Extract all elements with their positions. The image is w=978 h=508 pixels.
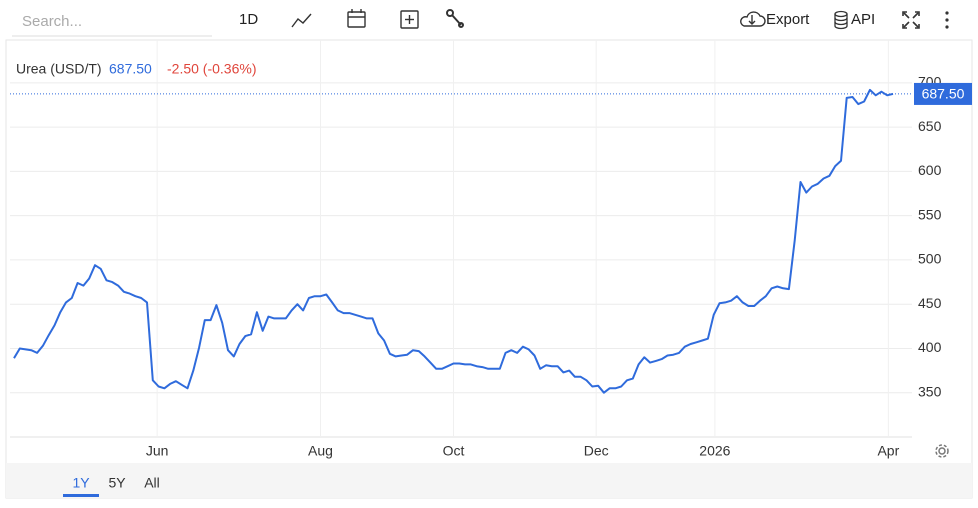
add-indicator-icon[interactable]: [400, 10, 419, 29]
y-tick-label: 500: [918, 251, 942, 267]
x-tick-label: Jun: [146, 443, 169, 459]
api-button[interactable]: API: [851, 11, 875, 28]
x-tick-label: Dec: [584, 443, 609, 459]
x-tick-label: Oct: [443, 443, 465, 459]
range-button[interactable]: All: [144, 475, 160, 491]
y-tick-label: 350: [918, 383, 942, 399]
last-price: 687.50: [109, 61, 152, 77]
price-line: [13, 88, 894, 394]
y-tick-label: 400: [918, 339, 942, 355]
export-icon[interactable]: [740, 11, 766, 27]
y-tick-label: 650: [918, 118, 942, 134]
y-tick-label: 550: [918, 206, 942, 222]
series-name: Urea (USD/T): [16, 61, 102, 77]
chart-type-icon[interactable]: [291, 13, 312, 28]
range-button[interactable]: 5Y: [108, 475, 126, 491]
range-active-underline: [63, 494, 99, 497]
frame: [5, 39, 973, 499]
y-tick-label: 600: [918, 162, 942, 178]
menu-icon[interactable]: [945, 11, 949, 29]
export-button[interactable]: Export: [766, 11, 810, 28]
x-tick-label: Aug: [308, 443, 333, 459]
last-price-tag: [914, 82, 972, 105]
fullscreen-icon[interactable]: [902, 11, 920, 29]
api-icon[interactable]: [834, 10, 848, 30]
search-input[interactable]: Search...: [22, 13, 82, 30]
calendar-icon[interactable]: [347, 9, 366, 28]
x-tick-label: 2026: [699, 443, 730, 459]
price-change: -2.50 (-0.36%): [167, 61, 256, 77]
y-tick-label: 450: [918, 295, 942, 311]
interval-button[interactable]: 1D: [239, 11, 258, 28]
range-bar: [6, 463, 972, 498]
last-price-tag-label: 687.50: [922, 86, 965, 102]
range-button[interactable]: 1Y: [72, 475, 90, 491]
settings-icon[interactable]: [935, 444, 949, 458]
tools-icon[interactable]: [446, 9, 464, 28]
x-tick-label: Apr: [877, 443, 899, 459]
